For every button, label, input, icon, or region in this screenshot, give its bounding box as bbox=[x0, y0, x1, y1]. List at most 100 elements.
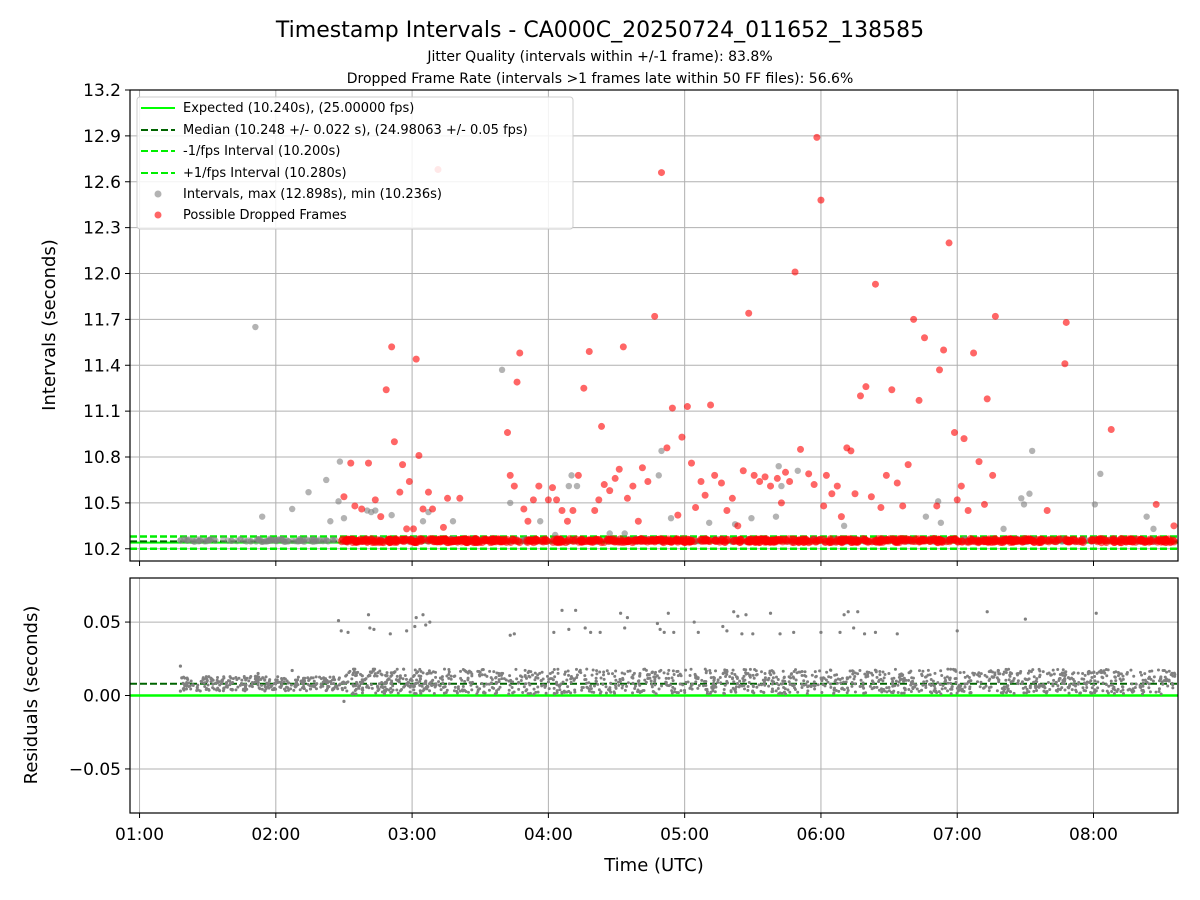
interval-point bbox=[537, 518, 544, 525]
residual-point bbox=[732, 610, 736, 614]
residual-point bbox=[928, 690, 932, 694]
residual-point bbox=[904, 678, 908, 682]
residual-point bbox=[469, 683, 473, 687]
residual-point bbox=[672, 630, 676, 634]
residual-point bbox=[345, 673, 349, 677]
residual-point bbox=[1110, 683, 1114, 687]
residual-point bbox=[527, 681, 531, 685]
residual-point bbox=[583, 626, 587, 630]
residual-point bbox=[653, 680, 657, 684]
residual-point bbox=[536, 673, 540, 677]
residual-point bbox=[806, 689, 810, 693]
dropped-frame-point bbox=[439, 523, 447, 531]
residual-point bbox=[995, 676, 999, 680]
residual-point bbox=[617, 683, 621, 687]
residual-point bbox=[512, 632, 516, 636]
residual-point bbox=[788, 682, 792, 686]
bottom-x-tick-label: 06:00 bbox=[796, 825, 845, 845]
residual-point bbox=[340, 686, 344, 690]
residual-point bbox=[345, 689, 349, 693]
residual-point bbox=[650, 685, 654, 689]
residual-point bbox=[1130, 682, 1134, 686]
residual-point bbox=[1134, 682, 1138, 686]
residual-point bbox=[594, 679, 598, 683]
residual-point bbox=[967, 676, 971, 680]
residual-point bbox=[188, 684, 192, 688]
residual-point bbox=[725, 670, 729, 674]
residual-point bbox=[196, 683, 200, 687]
residual-point bbox=[461, 684, 465, 688]
residual-point bbox=[1027, 669, 1031, 673]
residual-point bbox=[267, 686, 271, 690]
dropped-frame-point bbox=[707, 401, 715, 409]
residual-point bbox=[871, 681, 875, 685]
bottom-x-tick-label: 02:00 bbox=[251, 825, 300, 845]
residual-point bbox=[574, 667, 578, 671]
residual-point bbox=[782, 675, 786, 679]
dropped-frame-point bbox=[851, 490, 859, 498]
residual-point bbox=[517, 680, 521, 684]
residual-point bbox=[885, 690, 889, 694]
residual-point bbox=[881, 670, 885, 674]
dropped-frame-point bbox=[905, 535, 914, 544]
residual-point bbox=[1011, 679, 1015, 683]
dropped-frame-point bbox=[487, 535, 496, 544]
dropped-frame-point bbox=[817, 196, 825, 204]
residual-point bbox=[650, 682, 654, 686]
residual-point bbox=[336, 687, 340, 691]
residual-point bbox=[352, 670, 356, 674]
residual-point bbox=[1076, 671, 1080, 675]
residual-point bbox=[536, 690, 540, 694]
dropped-frame-point bbox=[867, 493, 875, 501]
residual-point bbox=[543, 685, 547, 689]
residual-point bbox=[592, 690, 596, 694]
residual-point bbox=[702, 679, 706, 683]
residual-point bbox=[358, 684, 362, 688]
dropped-frame-point bbox=[616, 537, 625, 546]
residual-point bbox=[372, 627, 376, 632]
residual-point bbox=[1045, 689, 1049, 693]
residual-point bbox=[1111, 687, 1115, 691]
residual-point bbox=[696, 630, 700, 634]
dropped-frame-point bbox=[895, 536, 904, 545]
residual-point bbox=[272, 688, 276, 692]
residual-point bbox=[403, 684, 407, 688]
residual-point bbox=[894, 679, 898, 683]
residual-point bbox=[938, 683, 942, 687]
dropped-frame-point bbox=[899, 502, 907, 510]
dropped-frame-point bbox=[1122, 537, 1131, 546]
residual-point bbox=[652, 675, 656, 679]
residual-point bbox=[1171, 686, 1175, 690]
residual-point bbox=[482, 684, 486, 688]
residual-point bbox=[402, 667, 406, 671]
residual-point bbox=[771, 670, 775, 674]
residual-point bbox=[293, 684, 297, 688]
dropped-frame-point bbox=[548, 484, 556, 492]
residual-point bbox=[433, 685, 437, 689]
residual-point bbox=[1021, 686, 1025, 690]
residual-point bbox=[455, 691, 459, 695]
top-y-tick-label: 11.1 bbox=[83, 402, 121, 422]
interval-point bbox=[778, 482, 785, 490]
residual-point bbox=[971, 671, 975, 675]
residual-point bbox=[696, 676, 700, 680]
top-y-axis-label: Intervals (seconds) bbox=[39, 239, 60, 411]
residual-point bbox=[694, 680, 698, 684]
residual-point bbox=[329, 679, 333, 683]
dropped-frame-point bbox=[606, 487, 614, 495]
residual-point bbox=[183, 676, 187, 680]
residual-point bbox=[240, 678, 244, 682]
legend-label-median: Median (10.248 +/- 0.022 s), (24.98063 +… bbox=[183, 123, 528, 138]
residual-point bbox=[269, 685, 273, 689]
residual-point bbox=[1140, 688, 1144, 692]
dropped-frame-point bbox=[940, 346, 948, 354]
residual-point bbox=[1101, 689, 1105, 693]
dropped-frame-point bbox=[378, 537, 387, 546]
residual-point bbox=[389, 671, 393, 675]
residual-point bbox=[714, 669, 718, 673]
interval-point bbox=[419, 518, 427, 525]
residual-point bbox=[716, 680, 720, 684]
residual-point bbox=[502, 677, 506, 681]
residual-point bbox=[555, 680, 559, 684]
residual-point bbox=[755, 685, 759, 689]
